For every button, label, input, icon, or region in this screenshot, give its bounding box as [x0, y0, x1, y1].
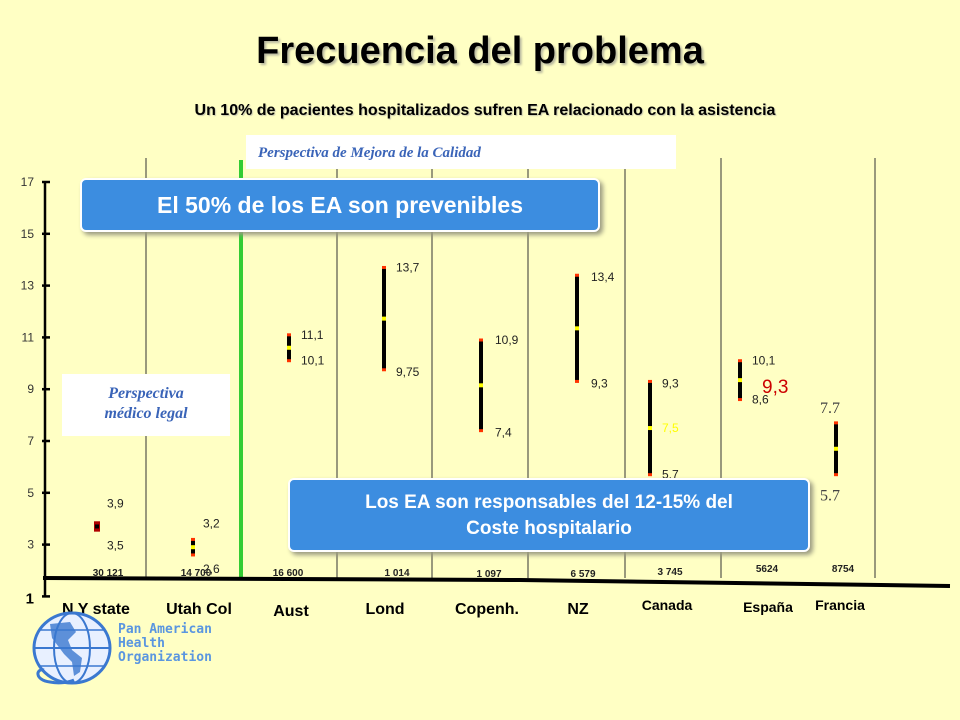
range-midpoint [738, 378, 742, 383]
sample-size-label: 5624 [756, 564, 779, 575]
sample-size-label: 3 745 [657, 567, 682, 578]
data-label-mid: 9,3 [762, 377, 788, 398]
sample-size-label: 1 014 [384, 568, 409, 579]
page-title: Frecuencia del problema [256, 30, 704, 72]
legal-perspective-line1: Perspectiva [108, 385, 184, 402]
y-tick-label: 13 [21, 279, 35, 293]
globe-logo-icon [32, 611, 112, 685]
range-midpoint [648, 426, 652, 431]
data-label-low: 5.7 [820, 488, 840, 505]
sample-size-label: 1 097 [476, 569, 501, 580]
legal-perspective-label: Perspectiva médico legal [62, 374, 230, 436]
quality-perspective-label: Perspectiva de Mejora de la Calidad [246, 135, 676, 169]
page-subtitle: Un 10% de pacientes hospitalizados sufre… [194, 102, 776, 119]
y-tick-label: 17 [21, 175, 35, 189]
data-label-high: 13,4 [591, 270, 615, 284]
org-name-line1: Pan American [118, 622, 212, 637]
sample-size-label: 6 579 [570, 569, 595, 580]
x-category-label: Copenh. [455, 601, 519, 618]
data-label-high: 3,2 [203, 516, 220, 530]
y-tick-label: 5 [27, 486, 34, 500]
y-tick-label: 7 [27, 434, 34, 448]
data-label-low: 7,4 [495, 426, 512, 440]
y-tick-label: 9 [27, 382, 34, 396]
y-tick-label: 15 [21, 227, 35, 241]
x-category-label: Canada [642, 597, 693, 613]
data-label-high: 7.7 [820, 400, 840, 417]
data-label-high: 10,1 [752, 354, 776, 368]
range-midpoint [575, 326, 579, 331]
range-midpoint [479, 383, 483, 388]
sample-size-label: 16 600 [273, 568, 304, 579]
org-name-line2: Health [118, 636, 165, 651]
x-category-label: Francia [815, 597, 865, 613]
data-label-high: 13,7 [396, 260, 420, 274]
sample-size-label: 8754 [832, 564, 855, 575]
cost-banner-line2: Coste hospitalario [466, 518, 632, 539]
data-label-high: 10,9 [495, 333, 519, 347]
range-midpoint [191, 545, 195, 550]
data-label-low: 2,6 [203, 562, 220, 576]
x-axis-line [42, 576, 951, 588]
y-tick-label: 3 [27, 538, 34, 552]
legal-perspective-line2: médico legal [104, 405, 188, 422]
data-label-high: 3,9 [107, 496, 124, 510]
x-category-label: Lond [365, 601, 404, 618]
data-label-low: 10,1 [301, 354, 325, 368]
cost-banner: Los EA son responsables del 12-15% del C… [288, 478, 810, 552]
x-category-label: Aust [273, 603, 309, 620]
data-label-low: 9,75 [396, 365, 420, 379]
data-label-low: 3,5 [107, 539, 124, 553]
data-label-low: 8,6 [752, 393, 769, 407]
range-midpoint [95, 524, 99, 529]
range-midpoint [382, 316, 386, 321]
x-category-label: Utah Col [166, 601, 232, 618]
y-tick-label: 1 [26, 590, 34, 607]
range-midpoint [287, 345, 291, 350]
data-label-mid: 7,5 [662, 421, 679, 435]
organization-name: Pan American Health Organization [118, 623, 212, 665]
range-marks: 3,9 3,5 3,2 2,6 11,1 10,1 13,7 9,75 10,9 7,4 13,4 9… [94, 260, 840, 576]
sample-size-label: 30 121 [93, 568, 124, 579]
org-name-line3: Organization [118, 650, 212, 665]
sample-size-label: 14 700 [181, 568, 212, 579]
range-midpoint [834, 446, 838, 451]
cost-banner-line1: Los EA son responsables del 12-15% del [365, 492, 733, 513]
data-label-low: 9,3 [591, 376, 608, 390]
data-label-high: 9,3 [662, 376, 679, 390]
x-category-label: España [743, 599, 793, 615]
y-tick-label: 11 [22, 330, 35, 344]
x-category-label: NZ [567, 601, 589, 618]
data-label-high: 11,1 [301, 328, 324, 342]
preventable-banner: El 50% de los EA son prevenibles [80, 178, 600, 232]
